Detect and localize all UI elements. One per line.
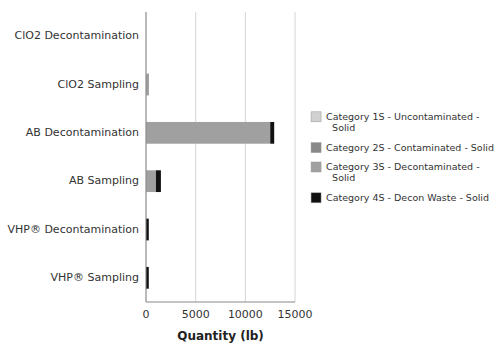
grid-line (146, 12, 147, 302)
legend-swatch (311, 193, 321, 203)
legend-label: Category 1S - Uncontaminated - Solid (326, 111, 479, 133)
bar (270, 122, 274, 144)
bars (146, 74, 274, 289)
category-label: VHP® Sampling (51, 271, 139, 284)
grid-line (245, 12, 246, 302)
tick-label: 0 (143, 308, 150, 321)
grid-line (195, 12, 196, 302)
legend: Category 1S - Uncontaminated - Solid Cate… (311, 111, 494, 203)
legend-swatch (311, 162, 321, 172)
category-label: ClO2 Decontamination (15, 29, 140, 42)
bar (146, 122, 270, 144)
grid (146, 12, 295, 302)
chart: ClO2 Decontamination ClO2 Sampling AB Deco… (0, 0, 500, 354)
x-axis (146, 302, 295, 303)
legend-label: Category 2S - Contaminated - Solid (326, 142, 494, 153)
legend-swatch (311, 112, 321, 122)
bar (146, 170, 156, 192)
y-axis (146, 12, 147, 302)
tick-label: 10000 (228, 308, 263, 321)
legend-label: Category 3S - Decontaminated - Solid (326, 161, 480, 183)
category-label: AB Decontamination (26, 126, 139, 139)
bar (148, 74, 149, 96)
legend-label: Category 4S - Decon Waste - Solid (326, 192, 489, 203)
category-label: VHP® Decontamination (7, 223, 139, 236)
tick-label: 5000 (182, 308, 210, 321)
grid-line (295, 12, 296, 302)
bar (156, 170, 161, 192)
tick-label: 15000 (278, 308, 313, 321)
legend-swatch (311, 143, 321, 153)
category-label: AB Sampling (69, 174, 139, 187)
x-axis-label: Quantity (lb) (177, 329, 264, 343)
category-label: ClO2 Sampling (58, 78, 139, 91)
